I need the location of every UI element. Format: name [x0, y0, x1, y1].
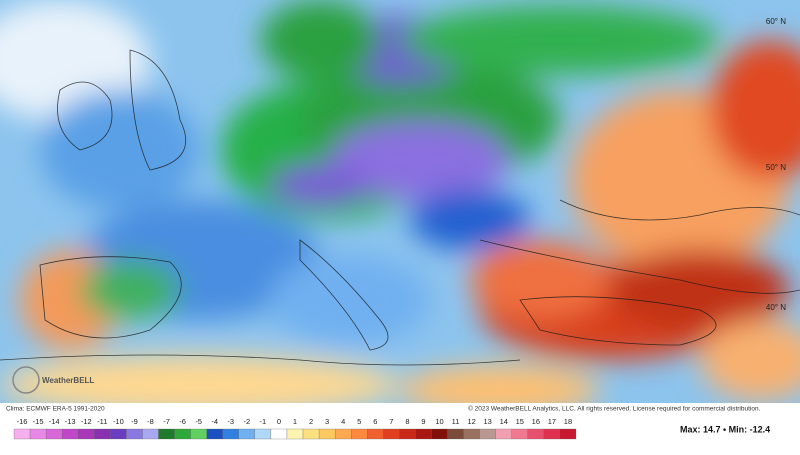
lat-label: 60° N [766, 17, 786, 26]
legend-swatch [415, 428, 432, 440]
legend-swatch [383, 428, 400, 440]
legend-tick-label: 7 [389, 417, 393, 426]
legend-tick-label: -12 [81, 417, 92, 426]
legend-tick-label: -9 [131, 417, 138, 426]
legend-tick-label: 17 [548, 417, 556, 426]
legend-swatch [29, 428, 47, 440]
legend-tick-label: 8 [405, 417, 409, 426]
legend-swatch [206, 428, 223, 440]
legend-swatch [463, 428, 480, 440]
legend-tick-label: 15 [516, 417, 524, 426]
legend-swatch [62, 428, 79, 440]
legend-tick-label: 4 [341, 417, 345, 426]
logo-mark [12, 366, 40, 394]
legend-swatch [190, 428, 207, 440]
legend-swatch [302, 428, 320, 440]
legend-swatch [527, 428, 545, 440]
legend-tick-label: 18 [564, 417, 572, 426]
legend-tick-label: 6 [373, 417, 377, 426]
legend-swatch [286, 428, 304, 440]
legend-tick-label: 1 [293, 417, 297, 426]
legend-swatch [94, 428, 111, 440]
clima-note: Clima: ECMWF ERA-5 1991-2020 [6, 406, 105, 413]
legend-swatch [126, 428, 143, 440]
legend-tick-label: -13 [65, 417, 76, 426]
legend-swatch [110, 428, 127, 440]
legend-tick-label: -2 [243, 417, 250, 426]
legend-swatch [13, 428, 31, 440]
legend-tick-label: 10 [435, 417, 443, 426]
legend-tick-label: -10 [113, 417, 124, 426]
legend-swatch [270, 428, 288, 440]
lat-label: 40° N [766, 303, 786, 312]
legend-tick-label: 2 [309, 417, 313, 426]
legend-tick-label: -4 [211, 417, 218, 426]
legend-swatch [174, 428, 191, 440]
legend-tick-label: 16 [532, 417, 540, 426]
color-legend: -16 -15 -14 -13 -12 -11 -10 -9 -8 -7 -6 -5 -4 -3 -2 -1 0… [13, 417, 577, 440]
lat-label: 50° N [766, 163, 786, 172]
legend-tick-label: 9 [421, 417, 425, 426]
legend-swatch [447, 428, 464, 440]
legend-tick-label: -15 [33, 417, 44, 426]
legend-swatch [254, 428, 272, 440]
logo: WeatherBELL [42, 376, 94, 385]
legend-swatch [158, 428, 175, 440]
legend-swatch [511, 428, 528, 440]
legend-tick-label: 13 [484, 417, 492, 426]
legend-tick-label: 0 [277, 417, 281, 426]
legend-tick-label: -7 [163, 417, 170, 426]
legend-tick-label: -11 [97, 417, 107, 426]
weather-map [0, 0, 800, 403]
legend-tick-label: 12 [467, 417, 475, 426]
legend-swatch [334, 428, 352, 440]
copyright: © 2023 WeatherBELL Analytics, LLC. All r… [468, 405, 761, 413]
legend-tick-label: 14 [500, 417, 508, 426]
legend-tick-label: -8 [147, 417, 154, 426]
legend-swatch [238, 428, 256, 440]
legend-swatch [479, 428, 496, 440]
legend-tick-label: 11 [452, 417, 460, 426]
legend-swatch [543, 428, 561, 440]
legend-swatch [559, 428, 577, 440]
legend-swatch [142, 428, 159, 440]
legend-swatch [495, 428, 512, 440]
legend-swatch [318, 428, 336, 440]
coastlines [0, 49, 800, 366]
legend-swatch [222, 428, 239, 440]
legend-swatch [399, 428, 416, 440]
legend-swatch [351, 428, 368, 440]
max-min: Max: 14.7 • Min: -12.4 [680, 424, 770, 434]
legend-tick-label: -5 [195, 417, 202, 426]
legend-tick-label: -16 [17, 417, 28, 426]
legend-swatch [367, 428, 384, 440]
legend-tick-label: -3 [227, 417, 234, 426]
legend-swatch [431, 428, 448, 440]
legend-swatch [45, 428, 63, 440]
legend-tick-label: 3 [325, 417, 329, 426]
legend-tick-label: 5 [357, 417, 361, 426]
legend-tick-label: -14 [49, 417, 60, 426]
legend-tick-label: -6 [179, 417, 186, 426]
legend-swatch [78, 428, 95, 440]
legend-tick-label: -1 [260, 417, 267, 426]
